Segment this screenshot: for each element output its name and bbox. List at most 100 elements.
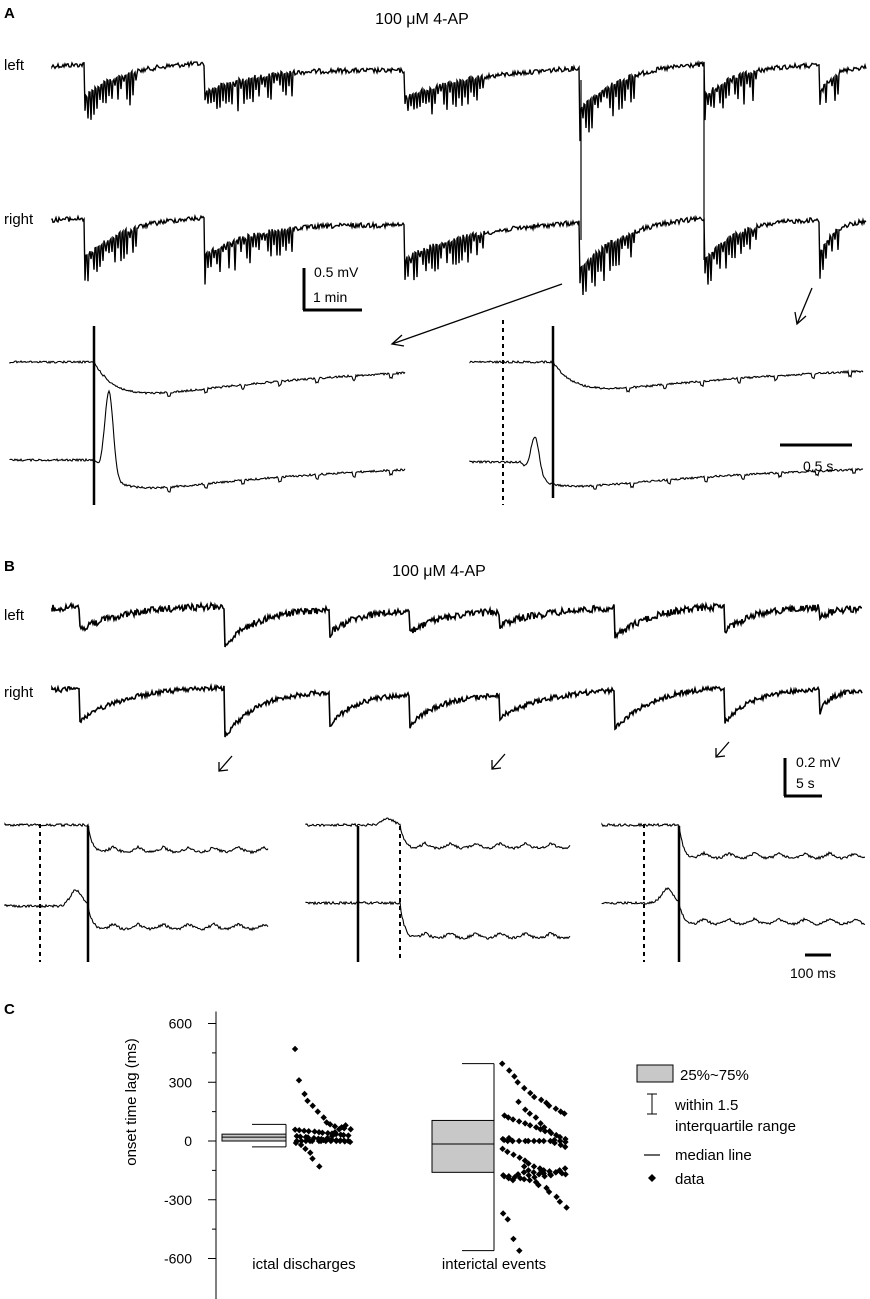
legend-label: median line xyxy=(675,1147,752,1164)
data-point xyxy=(510,1151,517,1158)
data-point xyxy=(547,1172,555,1179)
data-point xyxy=(291,1045,299,1053)
data-point xyxy=(557,1141,564,1149)
data-point xyxy=(527,1089,534,1097)
panel-b-arrows xyxy=(218,741,730,772)
panel-b-inset-2-bottom-trace xyxy=(305,900,571,940)
data-point xyxy=(525,1160,532,1167)
data-point xyxy=(309,1102,316,1109)
panel-b-scale-time: 5 s xyxy=(796,775,815,791)
data-point xyxy=(532,1124,540,1131)
data-point xyxy=(561,1110,568,1117)
data-point xyxy=(341,1138,348,1145)
data-point xyxy=(562,1171,569,1178)
data-point xyxy=(537,1126,544,1133)
data-point xyxy=(501,1112,508,1119)
data-point xyxy=(521,1163,528,1170)
x-category-label: interictal events xyxy=(442,1256,546,1273)
data-point xyxy=(297,1141,305,1149)
data-point xyxy=(530,1169,537,1176)
data-point xyxy=(304,1097,311,1105)
data-point xyxy=(326,1121,334,1128)
x-category-label: ictal discharges xyxy=(252,1256,355,1273)
data-point xyxy=(520,1175,528,1183)
panel-a-right-label: right xyxy=(4,211,34,228)
data-point xyxy=(543,1184,550,1192)
data-point xyxy=(541,1128,549,1135)
data-point xyxy=(504,1148,511,1155)
data-point xyxy=(556,1133,564,1141)
panel-b-inset-2-top-trace xyxy=(305,817,571,850)
legend-label: interquartile range xyxy=(675,1118,796,1135)
data-point xyxy=(499,1145,506,1153)
panel-a-left-label: left xyxy=(4,57,25,74)
data-point xyxy=(298,1137,305,1145)
panel-b-inset-3-bottom-trace xyxy=(601,887,866,927)
y-tick-label: 0 xyxy=(184,1133,192,1149)
panel-b-inset-1-bottom-trace xyxy=(4,889,269,932)
data-point xyxy=(531,1093,538,1101)
data-point xyxy=(540,1137,547,1145)
data-point xyxy=(546,1128,553,1135)
data-point xyxy=(509,1116,517,1123)
panel-b-letter: B xyxy=(4,558,15,575)
data-point xyxy=(295,1077,303,1084)
data-point xyxy=(545,1188,553,1196)
data-point xyxy=(556,1137,564,1145)
data-point xyxy=(337,1131,344,1138)
data-point xyxy=(328,1132,336,1140)
data-point xyxy=(514,1079,521,1086)
data-point xyxy=(530,1137,538,1145)
panel-a-letter: A xyxy=(4,5,15,22)
legend-label: data xyxy=(675,1171,705,1188)
y-tick-label: 600 xyxy=(169,1016,193,1032)
data-point xyxy=(516,1247,523,1254)
data-point xyxy=(342,1122,349,1129)
data-point xyxy=(552,1169,560,1176)
data-point xyxy=(553,1193,560,1201)
data-point xyxy=(499,1060,506,1067)
data-point xyxy=(516,1154,523,1161)
data-point xyxy=(505,1114,512,1121)
data-point xyxy=(526,1176,533,1184)
data-point xyxy=(309,1155,316,1162)
data-point xyxy=(561,1143,569,1151)
panel-a-arrows xyxy=(390,283,813,347)
data-point xyxy=(340,1125,348,1132)
data-point xyxy=(537,1120,544,1127)
data-point xyxy=(301,1090,308,1098)
data-point xyxy=(296,1127,303,1134)
data-point xyxy=(346,1138,354,1146)
data-point xyxy=(316,1163,323,1170)
panel-a-scale-voltage: 0.5 mV xyxy=(314,264,359,280)
data-point xyxy=(509,1176,517,1184)
data-point xyxy=(320,1136,327,1144)
data-point xyxy=(515,1118,523,1125)
data-point xyxy=(517,1175,524,1182)
data-point xyxy=(532,1114,540,1121)
data-point xyxy=(515,1137,523,1145)
data-point xyxy=(302,1137,310,1145)
legend: 25%~75% within 1.5 interquartile range medi… xyxy=(636,1064,796,1188)
data-point xyxy=(510,1235,517,1243)
panel-b-traces xyxy=(51,600,863,738)
data-point xyxy=(515,1098,522,1106)
y-tick-label: -300 xyxy=(164,1192,192,1208)
legend-label: 25%~75% xyxy=(680,1067,749,1084)
panel-c-letter: C xyxy=(4,1001,15,1018)
panel-a-right-trace xyxy=(51,213,867,296)
data-point xyxy=(319,1129,326,1136)
panel-a-condition: 100 μM 4-AP xyxy=(375,11,469,28)
panel-c-plot: 600 300 0 -300 -600 ictal discharges intericta… xyxy=(164,1011,570,1299)
data-point xyxy=(499,1210,507,1217)
data-point xyxy=(526,1122,534,1129)
data-point xyxy=(525,1172,532,1179)
panel-a-inset-1-top-trace xyxy=(9,360,406,397)
data-point xyxy=(547,1129,555,1137)
data-point xyxy=(305,1128,312,1135)
data-point xyxy=(552,1105,560,1112)
data-point xyxy=(302,1145,309,1153)
panel-a-inset-2-top-trace xyxy=(469,359,864,393)
data-point xyxy=(556,1198,564,1205)
